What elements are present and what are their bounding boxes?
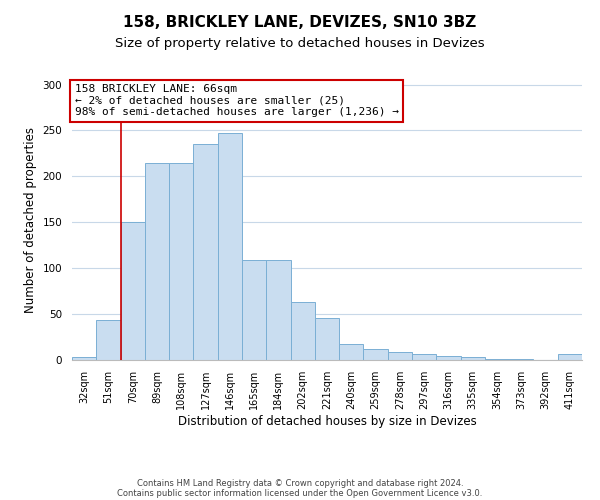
Bar (96, 320, 121, 360)
Bar (339, 344, 364, 360)
Bar (388, 352, 412, 360)
Bar (364, 349, 388, 360)
X-axis label: Distribution of detached houses by size in Devizes: Distribution of detached houses by size … (178, 414, 476, 428)
Text: 158 BRICKLEY LANE: 66sqm
← 2% of detached houses are smaller (25)
98% of semi-de: 158 BRICKLEY LANE: 66sqm ← 2% of detache… (74, 84, 398, 117)
Text: Contains public sector information licensed under the Open Government Licence v3: Contains public sector information licen… (118, 488, 482, 498)
Bar (72, 357, 96, 360)
Bar (461, 357, 485, 360)
Text: 158, BRICKLEY LANE, DEVIZES, SN10 3BZ: 158, BRICKLEY LANE, DEVIZES, SN10 3BZ (124, 15, 476, 30)
Bar (485, 359, 509, 360)
Bar (266, 260, 290, 360)
Bar (290, 302, 315, 360)
Bar (193, 144, 218, 360)
Bar (315, 318, 339, 360)
Bar (218, 133, 242, 360)
Bar (145, 162, 169, 360)
Text: Contains HM Land Registry data © Crown copyright and database right 2024.: Contains HM Land Registry data © Crown c… (137, 478, 463, 488)
Text: Size of property relative to detached houses in Devizes: Size of property relative to detached ho… (115, 38, 485, 51)
Y-axis label: Number of detached properties: Number of detached properties (24, 127, 37, 313)
Bar (509, 359, 533, 360)
Bar (436, 356, 461, 360)
Bar (242, 260, 266, 360)
Bar (412, 354, 436, 360)
Bar (558, 354, 582, 360)
Bar (169, 162, 193, 360)
Bar (121, 222, 145, 360)
